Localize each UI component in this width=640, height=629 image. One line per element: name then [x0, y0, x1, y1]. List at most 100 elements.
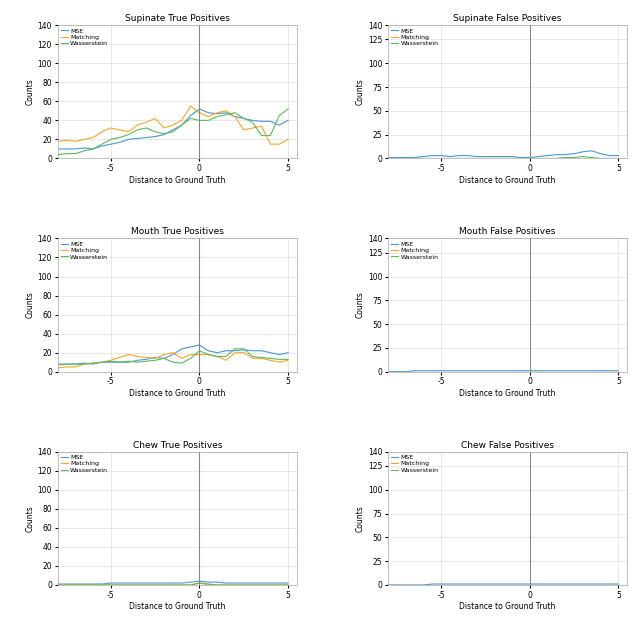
Wasserstein [169, 581, 177, 589]
Wasserstein [596, 155, 604, 162]
Matching [213, 581, 221, 589]
MSE [169, 351, 177, 359]
MSE [437, 152, 445, 159]
Wasserstein [142, 581, 150, 589]
MSE [275, 351, 283, 359]
MSE [187, 343, 195, 351]
Matching [402, 581, 410, 589]
MSE [419, 581, 427, 589]
Wasserstein [588, 581, 596, 589]
Wasserstein [222, 111, 230, 118]
Matching [535, 155, 543, 162]
Matching [151, 355, 159, 362]
Matching [196, 351, 204, 359]
MSE [535, 153, 543, 160]
Matching [455, 368, 463, 376]
Matching [169, 121, 177, 129]
Matching [473, 155, 481, 162]
Matching [275, 140, 283, 148]
Wasserstein [98, 140, 106, 148]
MSE [72, 145, 79, 153]
Wasserstein [187, 355, 195, 362]
Matching [134, 581, 141, 589]
Matching [596, 581, 604, 589]
Wasserstein [63, 150, 70, 157]
Matching [499, 155, 507, 162]
MSE [428, 152, 436, 159]
Wasserstein [258, 132, 266, 140]
Wasserstein [178, 581, 186, 589]
Line: MSE: MSE [58, 109, 288, 149]
Matching [605, 368, 613, 376]
Matching [543, 581, 551, 589]
Matching [187, 351, 195, 359]
Matching [490, 581, 498, 589]
X-axis label: Distance to Ground Truth: Distance to Ground Truth [460, 603, 556, 611]
MSE [552, 367, 560, 374]
Wasserstein [561, 581, 569, 589]
Legend: MSE, Matching, Wasserstein: MSE, Matching, Wasserstein [60, 240, 109, 261]
Wasserstein [204, 351, 212, 359]
Matching [446, 581, 454, 589]
Wasserstein [178, 121, 186, 129]
Wasserstein [402, 368, 410, 376]
Matching [596, 155, 604, 162]
Wasserstein [160, 581, 168, 589]
Matching [419, 581, 427, 589]
Wasserstein [481, 368, 489, 376]
MSE [455, 152, 463, 159]
Matching [204, 581, 212, 589]
Wasserstein [455, 155, 463, 162]
Title: Supinate False Positives: Supinate False Positives [453, 14, 562, 23]
MSE [134, 579, 141, 587]
Wasserstein [284, 105, 292, 113]
MSE [107, 359, 115, 366]
Matching [125, 128, 132, 136]
Wasserstein [419, 155, 427, 162]
MSE [570, 150, 578, 157]
Wasserstein [116, 581, 124, 589]
Matching [455, 581, 463, 589]
MSE [614, 580, 622, 587]
Matching [89, 581, 97, 589]
Wasserstein [125, 581, 132, 589]
Wasserstein [508, 581, 516, 589]
Wasserstein [428, 368, 436, 376]
MSE [393, 153, 401, 161]
Matching [187, 581, 195, 589]
Wasserstein [89, 581, 97, 589]
Matching [614, 368, 622, 376]
Wasserstein [384, 581, 392, 589]
Wasserstein [437, 368, 445, 376]
Matching [240, 581, 248, 589]
Matching [178, 355, 186, 362]
Matching [384, 155, 392, 162]
Matching [561, 368, 569, 376]
MSE [151, 353, 159, 361]
MSE [266, 579, 274, 587]
MSE [187, 112, 195, 120]
Wasserstein [178, 359, 186, 367]
Wasserstein [222, 581, 230, 589]
MSE [437, 580, 445, 587]
Wasserstein [160, 355, 168, 362]
MSE [196, 577, 204, 585]
Wasserstein [561, 153, 569, 161]
Wasserstein [499, 155, 507, 162]
MSE [222, 347, 230, 355]
Matching [411, 155, 419, 162]
Wasserstein [419, 581, 427, 589]
Wasserstein [552, 155, 560, 162]
MSE [125, 136, 132, 143]
Matching [464, 155, 472, 162]
Matching [231, 113, 239, 120]
Wasserstein [535, 155, 543, 162]
Matching [240, 126, 248, 133]
Line: Matching: Matching [58, 583, 288, 585]
Wasserstein [552, 581, 560, 589]
Matching [160, 351, 168, 359]
MSE [446, 153, 454, 160]
Matching [258, 355, 266, 362]
Matching [384, 368, 392, 376]
MSE [499, 580, 507, 587]
